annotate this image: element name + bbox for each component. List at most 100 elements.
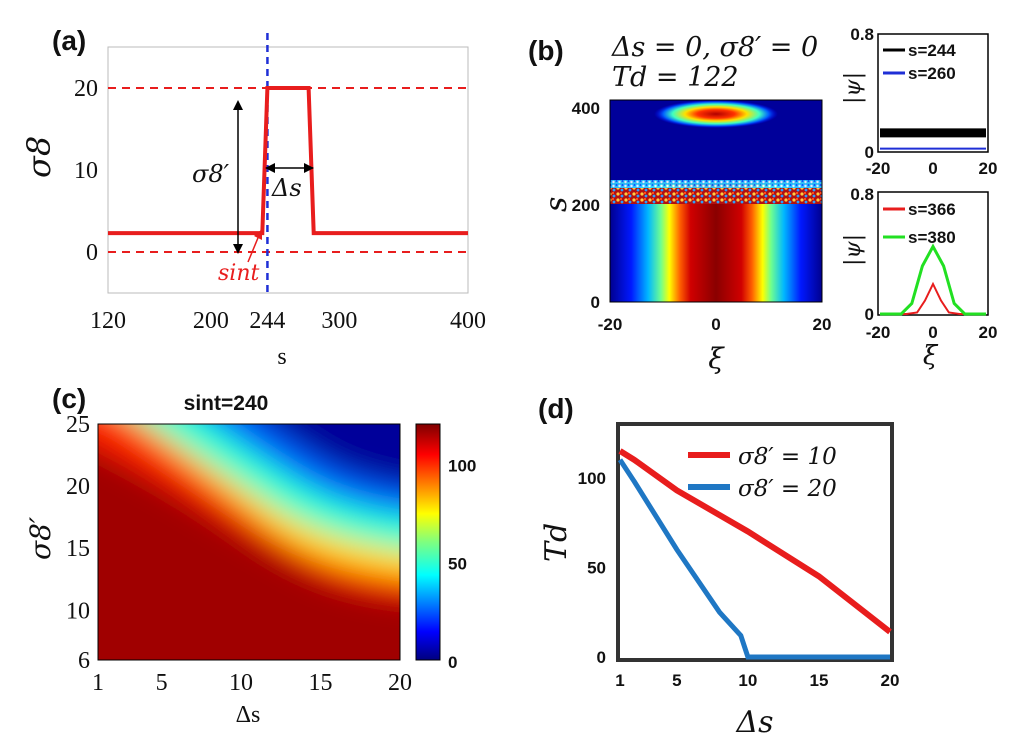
panel-c-ytick: 20 [66, 474, 90, 500]
panel-d-ytick: 100 [578, 469, 606, 488]
series-line-sigma10 [618, 448, 892, 635]
panel-a-ytick: 0 [86, 240, 98, 266]
panel-c-xtick: 15 [309, 670, 333, 696]
panel-c-ytick: 10 [66, 598, 90, 624]
legend-s366: s=366 [908, 200, 956, 219]
panel-a-xtick: 300 [321, 308, 357, 334]
panel-a-y-ticks: 0 10 20 [74, 76, 98, 266]
legend-s380: s=380 [908, 228, 956, 247]
panel-d-xtick: 15 [809, 671, 828, 690]
panel-c-ytick: 25 [66, 412, 90, 438]
series-line-s366 [880, 281, 986, 315]
panel-d-x-label: Δs [735, 705, 773, 740]
panel-d-y-ticks: 0 50 100 [578, 469, 606, 667]
panel-a-series-line [108, 86, 468, 236]
panel-b-ytick: 200 [572, 196, 600, 215]
series-line-s380 [880, 243, 986, 316]
panel-c-colorbar-tick: 50 [448, 555, 467, 574]
panel-c-colorbar [415, 423, 441, 661]
panel-a-sigma-annotation: σ8′ [192, 160, 230, 188]
top-subplot-y-label: |ψ| [841, 72, 866, 104]
panel-d-ytick: 50 [587, 558, 606, 577]
panel-a-annotation-arrows [233, 100, 314, 263]
panel-b-label: (b) [528, 35, 564, 66]
bottom-subplot-xtick-mid: 0 [928, 323, 937, 342]
series-line-sigma20 [617, 458, 890, 660]
panel-a-xtick: 400 [450, 308, 486, 334]
panel-a-xtick: 244 [249, 308, 285, 334]
panel-b-xtick: 0 [711, 315, 720, 334]
panel-b-top-subplot: s=244 s=260 0.8 0 -20 0 20 |ψ| [841, 25, 997, 178]
panel-c-xtick: 5 [156, 670, 168, 696]
panel-b-heatmap [609, 99, 823, 303]
panel-c-x-label: Δs [236, 702, 261, 728]
panel-d-x-ticks: 1 5 10 15 20 [615, 671, 899, 690]
panel-d-y-label: Td [539, 523, 574, 562]
panel-a-ytick: 20 [74, 76, 98, 102]
top-subplot-ytick-max: 0.8 [850, 25, 874, 44]
panel-b-x-ticks: -20 0 20 [598, 315, 832, 334]
panel-c-axes [97, 423, 401, 661]
panel-c-y-ticks: 6 10 15 20 25 [66, 412, 90, 674]
bottom-subplot-xtick-right: 20 [979, 323, 998, 342]
panel-a-axes [107, 46, 469, 294]
panel-a-xtick: 200 [193, 308, 229, 334]
panel-c-xtick: 20 [388, 670, 412, 696]
panel-b-y-label: s [539, 197, 574, 212]
panel-b-x-label: ξ [708, 342, 725, 375]
panel-b-xtick: 20 [813, 315, 832, 334]
panel-b-title-line2: Td = 122 [612, 62, 739, 93]
panel-a-y-label: σ8 [20, 136, 58, 178]
top-subplot-xtick-left: -20 [866, 159, 891, 178]
panel-c-heatmap [98, 424, 400, 660]
panel-a-label: (a) [52, 25, 86, 56]
panel-c-x-ticks: 1 5 10 15 20 [92, 670, 412, 696]
panel-d-xtick: 10 [738, 671, 757, 690]
panel-d-ytick: 0 [597, 648, 606, 667]
panel-d-xtick: 20 [881, 671, 900, 690]
panel-b-xtick: -20 [598, 315, 623, 334]
top-subplot-xtick-mid: 0 [928, 159, 937, 178]
panel-c-ytick: 15 [66, 536, 90, 562]
legend-s260: s=260 [908, 64, 956, 83]
panel-c-y-label: σ8′ [24, 516, 57, 560]
bottom-subplot-ytick-max: 0.8 [850, 185, 874, 204]
panel-d-label: (d) [538, 393, 574, 424]
panel-c-xtick: 10 [229, 670, 253, 696]
bottom-subplot-x-label: ξ [923, 341, 939, 371]
panel-a-delta-annotation: Δs [271, 174, 302, 202]
panel-b-ytick: 0 [591, 293, 600, 312]
top-subplot-xtick-right: 20 [979, 159, 998, 178]
panel-b-ytick: 400 [572, 99, 600, 118]
panel-c-colorbar-tick: 0 [448, 653, 457, 672]
panel-a: (a) σ8′ Δs sint 0 10 20 120 200 244 300 400 σ8… [20, 25, 486, 370]
panel-b-y-ticks: 0 200 400 [572, 99, 600, 312]
panel-c-colorbar-ticks: 0 50 100 [448, 456, 476, 672]
panel-c-xtick: 1 [92, 670, 104, 696]
panel-a-sint-annotation: sint [218, 261, 259, 286]
panel-d-xtick: 5 [672, 671, 681, 690]
panel-c-ytick: 6 [78, 648, 90, 674]
legend-sigma20: σ8′ = 20 [738, 476, 837, 502]
panel-a-x-label: s [277, 344, 286, 370]
panel-a-reference-lines [108, 33, 468, 293]
panel-b-bottom-subplot: s=366 s=380 0.8 0 -20 0 20 |ψ| ξ [841, 185, 997, 371]
panel-c-label: (c) [52, 383, 86, 414]
legend-s244: s=244 [908, 41, 956, 60]
bottom-subplot-ytick-min: 0 [865, 305, 874, 324]
top-subplot-ytick-min: 0 [865, 143, 874, 162]
bottom-subplot-y-label: |ψ| [841, 234, 866, 266]
bottom-subplot-xtick-left: -20 [866, 323, 891, 342]
panel-c-title: sint=240 [184, 392, 269, 415]
panel-a-xtick: 120 [90, 308, 126, 334]
panel-b-title-line1: Δs = 0, σ8′ = 0 [611, 32, 818, 63]
panel-d-axes [616, 422, 894, 662]
panel-a-ytick: 10 [74, 158, 98, 184]
panel-d-xtick: 1 [615, 671, 624, 690]
panel-a-x-ticks: 120 200 244 300 400 [90, 308, 486, 334]
panel-c-colorbar-tick: 100 [448, 456, 476, 475]
